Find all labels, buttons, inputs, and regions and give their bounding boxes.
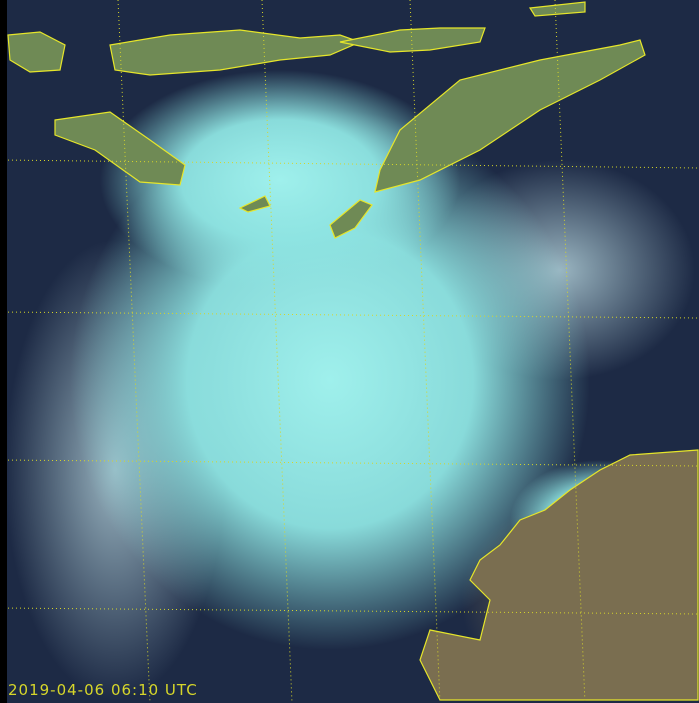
island-north [528,1,586,17]
island-rote [329,199,373,239]
image-border [0,0,7,703]
cloud-north [100,70,460,290]
island-sumba [54,111,186,186]
island-flores [109,29,362,76]
island-timor [374,39,646,193]
timestamp-label: 2019-04-06 06:10 UTC [8,681,198,699]
island-sumbawa [7,31,66,73]
island-alor [339,27,486,53]
island-sawu [238,195,271,213]
coast-kimberley [419,449,699,701]
coastlines [7,1,699,701]
